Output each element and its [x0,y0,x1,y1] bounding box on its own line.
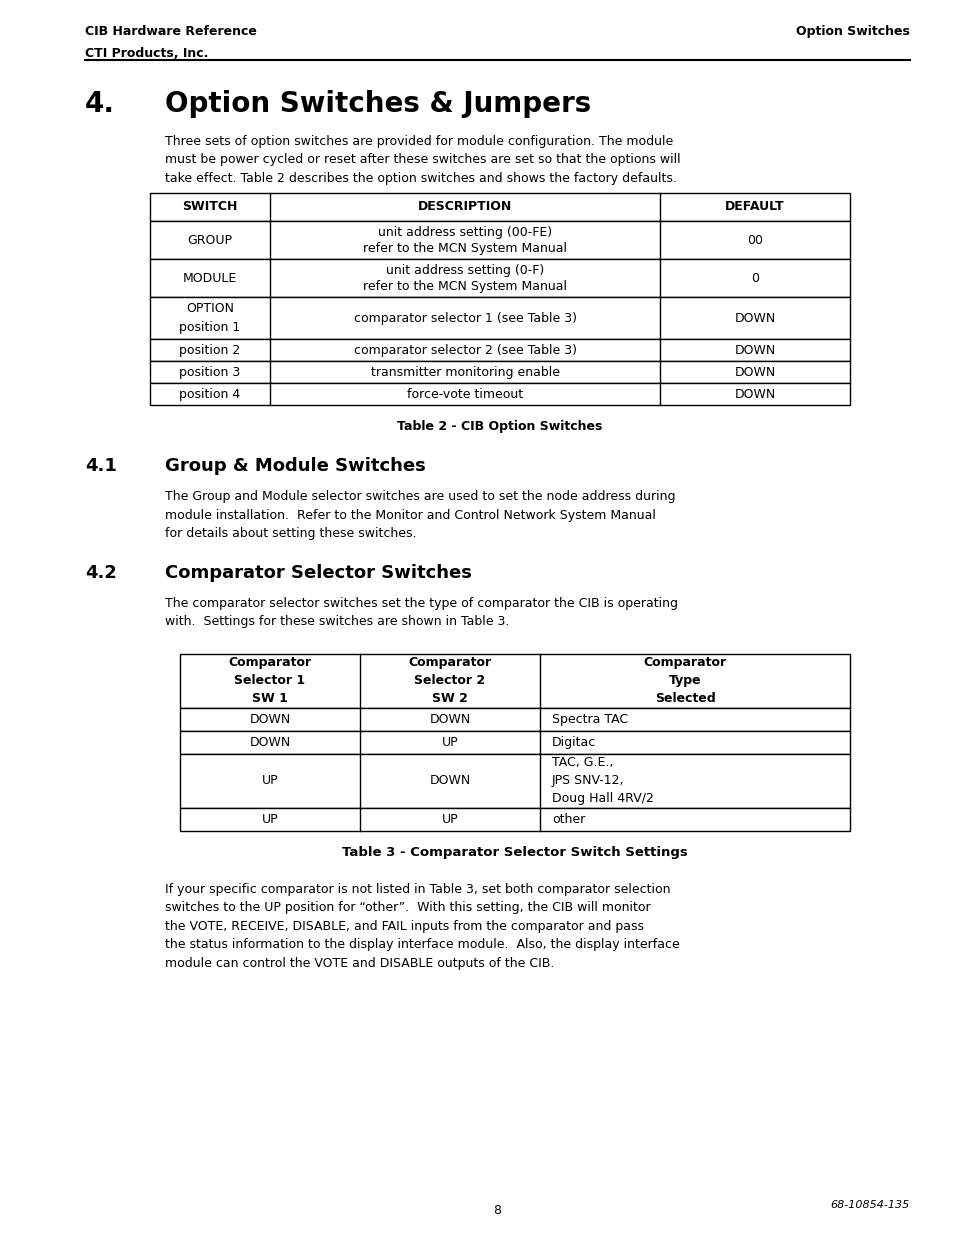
Text: If your specific comparator is not listed in Table 3, set both comparator select: If your specific comparator is not liste… [165,883,670,895]
Text: TAC, G.E.,: TAC, G.E., [552,756,613,769]
Text: Group & Module Switches: Group & Module Switches [165,457,425,475]
Text: SW 1: SW 1 [252,692,288,705]
Text: DOWN: DOWN [734,366,775,378]
Text: 4.2: 4.2 [85,563,117,582]
Text: 68-10854-135: 68-10854-135 [830,1200,909,1210]
Text: the status information to the display interface module.  Also, the display inter: the status information to the display in… [165,939,679,951]
Text: Selector 1: Selector 1 [234,674,305,687]
Text: Option Switches: Option Switches [796,25,909,38]
Text: force-vote timeout: force-vote timeout [407,388,522,400]
Text: position 4: position 4 [179,388,240,400]
Text: DOWN: DOWN [249,736,291,748]
Text: switches to the UP position for “other”.  With this setting, the CIB will monito: switches to the UP position for “other”.… [165,902,650,914]
Text: Three sets of option switches are provided for module configuration. The module: Three sets of option switches are provid… [165,135,673,148]
Text: DOWN: DOWN [734,311,775,325]
Text: must be power cycled or reset after these switches are set so that the options w: must be power cycled or reset after thes… [165,153,679,167]
Text: DOWN: DOWN [429,774,470,787]
Text: SWITCH: SWITCH [182,200,237,214]
Text: transmitter monitoring enable: transmitter monitoring enable [370,366,558,378]
Text: CIB Hardware Reference: CIB Hardware Reference [85,25,256,38]
Bar [180,708,849,730]
Text: Table 2 - CIB Option Switches: Table 2 - CIB Option Switches [396,420,602,433]
Text: with.  Settings for these switches are shown in Table 3.: with. Settings for these switches are sh… [165,615,509,629]
Bar [180,653,849,708]
Text: comparator selector 2 (see Table 3): comparator selector 2 (see Table 3) [354,343,576,357]
Bar [150,259,849,296]
Text: take effect. Table 2 describes the option switches and shows the factory default: take effect. Table 2 describes the optio… [165,172,677,185]
Text: position 1: position 1 [179,321,240,333]
Text: DOWN: DOWN [734,343,775,357]
Text: 00: 00 [746,233,762,247]
Text: Comparator: Comparator [642,656,726,669]
Text: refer to the MCN System Manual: refer to the MCN System Manual [363,242,566,254]
Text: Comparator: Comparator [408,656,491,669]
Text: CTI Products, Inc.: CTI Products, Inc. [85,47,208,61]
Text: The comparator selector switches set the type of comparator the CIB is operating: The comparator selector switches set the… [165,597,678,610]
Text: 4.: 4. [85,90,115,119]
Text: position 3: position 3 [179,366,240,378]
Text: GROUP: GROUP [188,233,233,247]
Text: UP: UP [261,774,278,787]
Text: unit address setting (00-FE): unit address setting (00-FE) [377,226,552,238]
Text: 4.1: 4.1 [85,457,117,475]
Bar [150,383,849,405]
Bar [150,221,849,259]
Bar [150,338,849,361]
Text: 8: 8 [493,1204,501,1216]
Text: Option Switches & Jumpers: Option Switches & Jumpers [165,90,591,119]
Bar [180,730,849,753]
Text: Digitac: Digitac [552,736,596,748]
Text: Doug Hall 4RV/2: Doug Hall 4RV/2 [552,792,653,805]
Text: UP: UP [261,813,278,825]
Text: Table 3 - Comparator Selector Switch Settings: Table 3 - Comparator Selector Switch Set… [342,846,687,858]
Bar [150,361,849,383]
Text: MODULE: MODULE [183,272,237,284]
Bar [150,193,849,221]
Text: module can control the VOTE and DISABLE outputs of the CIB.: module can control the VOTE and DISABLE … [165,956,554,969]
Text: DOWN: DOWN [734,388,775,400]
Text: Selected: Selected [654,692,715,705]
Text: Comparator: Comparator [228,656,312,669]
Text: Selector 2: Selector 2 [414,674,485,687]
Text: Comparator Selector Switches: Comparator Selector Switches [165,563,472,582]
Text: DOWN: DOWN [429,713,470,725]
Bar [180,753,849,808]
Text: module installation.  Refer to the Monitor and Control Network System Manual: module installation. Refer to the Monito… [165,509,656,521]
Text: DOWN: DOWN [249,713,291,725]
Bar [180,808,849,830]
Text: unit address setting (0-F): unit address setting (0-F) [385,264,543,277]
Text: UP: UP [441,813,457,825]
Text: DEFAULT: DEFAULT [724,200,784,214]
Text: JPS SNV-12,: JPS SNV-12, [552,774,624,787]
Bar [150,296,849,338]
Text: for details about setting these switches.: for details about setting these switches… [165,527,416,540]
Text: the VOTE, RECEIVE, DISABLE, and FAIL inputs from the comparator and pass: the VOTE, RECEIVE, DISABLE, and FAIL inp… [165,920,643,932]
Text: 0: 0 [750,272,759,284]
Text: SW 2: SW 2 [432,692,468,705]
Text: OPTION: OPTION [186,303,233,315]
Text: refer to the MCN System Manual: refer to the MCN System Manual [363,280,566,293]
Text: UP: UP [441,736,457,748]
Text: other: other [552,813,584,825]
Text: DESCRIPTION: DESCRIPTION [417,200,512,214]
Text: position 2: position 2 [179,343,240,357]
Text: comparator selector 1 (see Table 3): comparator selector 1 (see Table 3) [354,311,576,325]
Text: Spectra TAC: Spectra TAC [552,713,627,725]
Text: The Group and Module selector switches are used to set the node address during: The Group and Module selector switches a… [165,490,675,503]
Text: Type: Type [668,674,700,687]
